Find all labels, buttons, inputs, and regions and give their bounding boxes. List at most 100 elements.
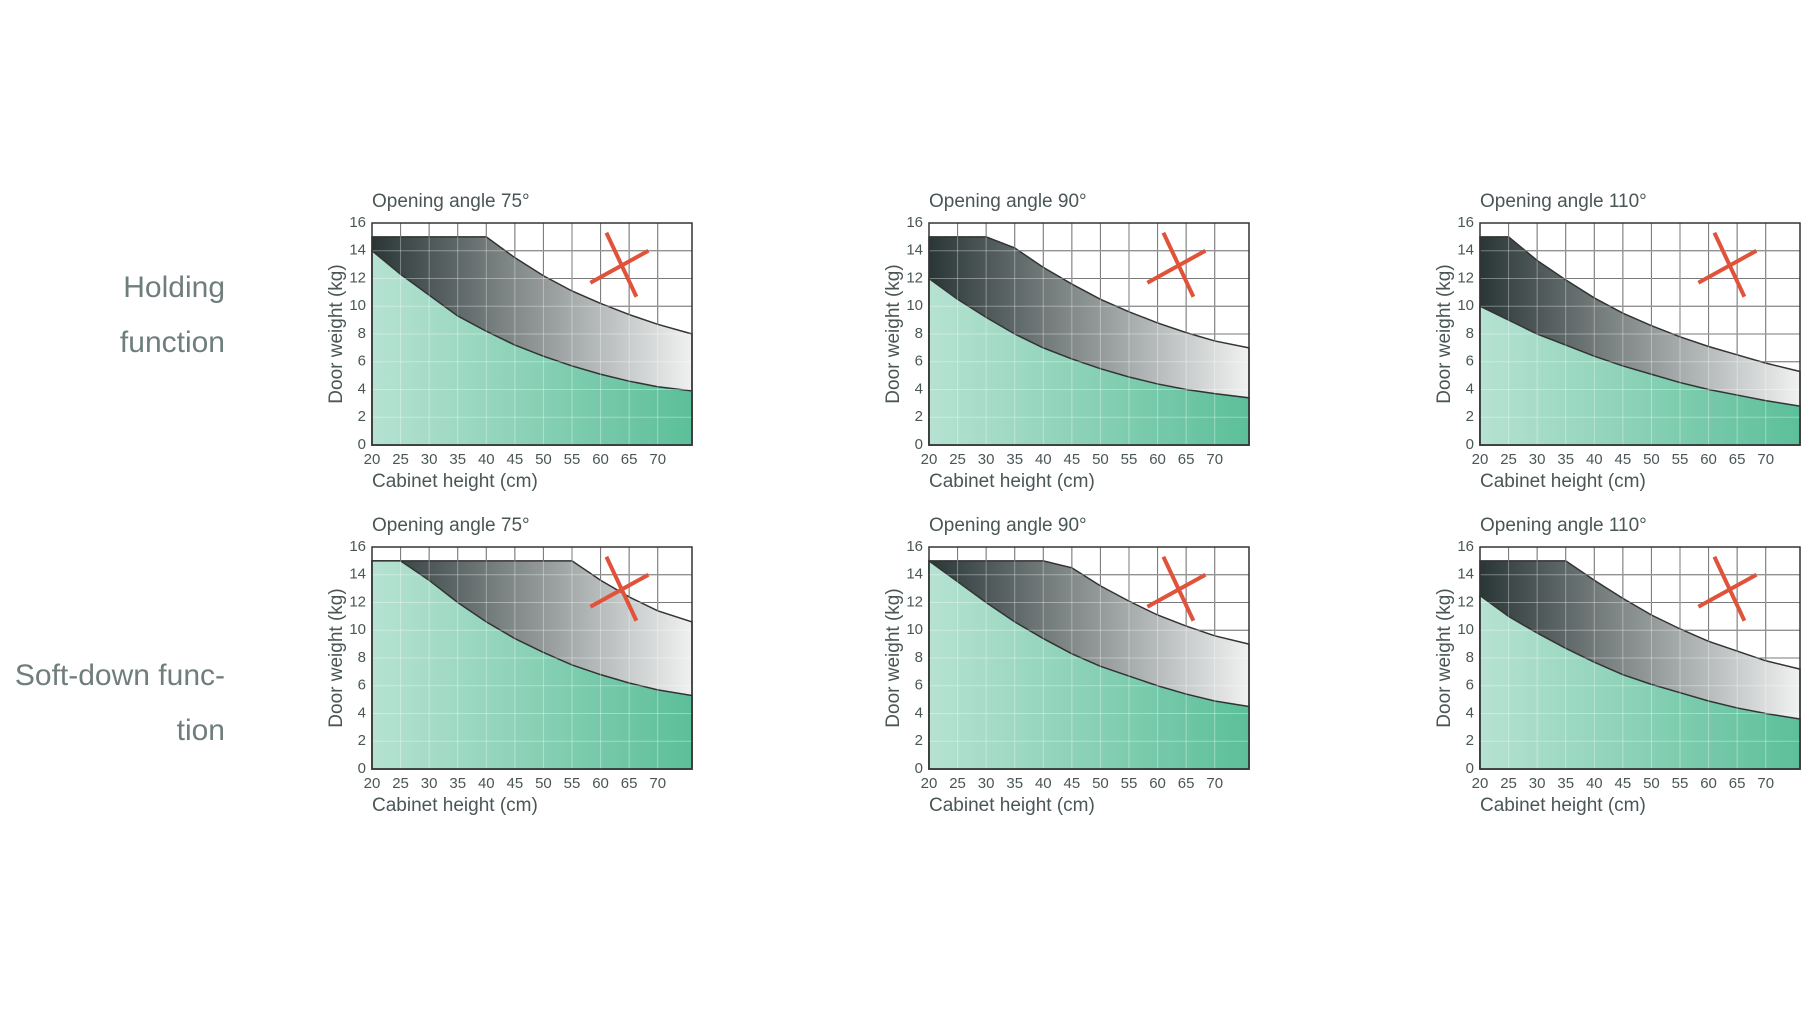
icon bbox=[604, 231, 639, 298]
x-axis-label: Cabinet height (cm) bbox=[1480, 471, 1646, 492]
y-axis-label: Door weight (kg) bbox=[1434, 588, 1455, 727]
area bbox=[928, 277, 1250, 446]
x-tick-label: 55 bbox=[1121, 775, 1138, 792]
x-tick-label: 30 bbox=[421, 775, 438, 792]
x-tick-label: 60 bbox=[592, 451, 609, 468]
y-tick-label: 0 bbox=[915, 436, 923, 453]
y-tick-label: 16 bbox=[906, 538, 923, 555]
x-tick-label: 35 bbox=[1557, 451, 1574, 468]
y-axis-label: Door weight (kg) bbox=[1434, 264, 1455, 403]
x-tick-label: 55 bbox=[564, 775, 581, 792]
x-tick-label: 70 bbox=[649, 451, 666, 468]
y-tick-label: 2 bbox=[915, 408, 923, 425]
y-tick-label: 12 bbox=[1457, 593, 1474, 610]
y-tick-label: 16 bbox=[349, 214, 366, 231]
x-tick-label: 50 bbox=[1092, 775, 1109, 792]
plot-frame bbox=[1479, 546, 1801, 770]
y-tick-label: 10 bbox=[349, 621, 366, 638]
chart-title: Opening angle 75° bbox=[372, 191, 530, 212]
chart-title: Opening angle 90° bbox=[929, 515, 1087, 536]
x-tick-label: 20 bbox=[921, 451, 938, 468]
y-tick-label: 0 bbox=[358, 760, 366, 777]
x-tick-label: 50 bbox=[535, 451, 552, 468]
x-tick-label: 60 bbox=[1149, 775, 1166, 792]
icon bbox=[589, 572, 650, 609]
y-axis-label: Door weight (kg) bbox=[883, 264, 904, 403]
x-tick-label: 30 bbox=[978, 451, 995, 468]
y-tick-label: 0 bbox=[1466, 436, 1474, 453]
x-tick-label: 35 bbox=[449, 451, 466, 468]
y-tick-label: 4 bbox=[1466, 704, 1474, 721]
x-tick-label: 45 bbox=[507, 775, 524, 792]
area bbox=[371, 560, 693, 770]
y-tick-label: 6 bbox=[1466, 677, 1474, 694]
y-axis-label: Door weight (kg) bbox=[326, 264, 347, 403]
y-tick-label: 4 bbox=[915, 704, 923, 721]
y-tick-label: 12 bbox=[906, 269, 923, 286]
y-tick-label: 16 bbox=[906, 214, 923, 231]
x-axis-label: Cabinet height (cm) bbox=[1480, 795, 1646, 816]
chart-title: Opening angle 90° bbox=[929, 191, 1087, 212]
x-tick-label: 70 bbox=[649, 775, 666, 792]
x-tick-label: 20 bbox=[364, 775, 381, 792]
y-tick-label: 4 bbox=[358, 704, 366, 721]
x-tick-label: 50 bbox=[1643, 451, 1660, 468]
y-axis-label: Door weight (kg) bbox=[883, 588, 904, 727]
x-tick-label: 65 bbox=[621, 775, 638, 792]
y-tick-label: 0 bbox=[915, 760, 923, 777]
y-tick-label: 0 bbox=[358, 436, 366, 453]
x-tick-label: 45 bbox=[507, 451, 524, 468]
y-tick-label: 6 bbox=[915, 677, 923, 694]
y-axis-label: Door weight (kg) bbox=[326, 588, 347, 727]
y-tick-label: 12 bbox=[1457, 269, 1474, 286]
x-tick-label: 20 bbox=[364, 451, 381, 468]
x-tick-label: 60 bbox=[1149, 451, 1166, 468]
x-tick-label: 45 bbox=[1615, 451, 1632, 468]
x-tick-label: 25 bbox=[392, 451, 409, 468]
chart-title: Opening angle 75° bbox=[372, 515, 530, 536]
icon bbox=[1146, 572, 1207, 609]
y-tick-label: 8 bbox=[358, 325, 366, 342]
y-tick-label: 14 bbox=[349, 242, 366, 259]
icon bbox=[1712, 555, 1747, 622]
y-tick-label: 10 bbox=[906, 297, 923, 314]
plot-frame bbox=[928, 222, 1250, 446]
x-tick-label: 40 bbox=[478, 451, 495, 468]
icon bbox=[1712, 231, 1747, 298]
x-tick-label: 55 bbox=[1121, 451, 1138, 468]
x-tick-label: 40 bbox=[1035, 775, 1052, 792]
row-label: function bbox=[120, 326, 225, 359]
y-tick-label: 4 bbox=[915, 380, 923, 397]
x-tick-label: 65 bbox=[1729, 775, 1746, 792]
y-tick-label: 6 bbox=[1466, 353, 1474, 370]
y-tick-label: 16 bbox=[349, 538, 366, 555]
area bbox=[371, 249, 693, 446]
y-tick-label: 0 bbox=[1466, 760, 1474, 777]
y-tick-label: 8 bbox=[915, 649, 923, 666]
x-tick-label: 45 bbox=[1064, 775, 1081, 792]
area bbox=[1479, 594, 1801, 770]
area bbox=[928, 559, 1250, 770]
x-tick-label: 35 bbox=[1006, 451, 1023, 468]
x-tick-label: 30 bbox=[421, 451, 438, 468]
x-axis-label: Cabinet height (cm) bbox=[929, 795, 1095, 816]
y-tick-label: 12 bbox=[906, 593, 923, 610]
y-tick-label: 2 bbox=[1466, 408, 1474, 425]
x-tick-label: 40 bbox=[1586, 451, 1603, 468]
x-tick-label: 50 bbox=[535, 775, 552, 792]
plot-frame bbox=[928, 546, 1250, 770]
row-label: Holding bbox=[123, 271, 225, 304]
y-tick-label: 2 bbox=[915, 732, 923, 749]
x-tick-label: 55 bbox=[1672, 775, 1689, 792]
x-tick-label: 70 bbox=[1757, 451, 1774, 468]
y-tick-label: 2 bbox=[358, 408, 366, 425]
x-tick-label: 25 bbox=[392, 775, 409, 792]
y-tick-label: 6 bbox=[915, 353, 923, 370]
icon bbox=[1161, 555, 1196, 622]
x-tick-label: 55 bbox=[1672, 451, 1689, 468]
chart-title: Opening angle 110° bbox=[1480, 515, 1647, 536]
icon bbox=[1146, 248, 1207, 285]
y-tick-label: 8 bbox=[358, 649, 366, 666]
